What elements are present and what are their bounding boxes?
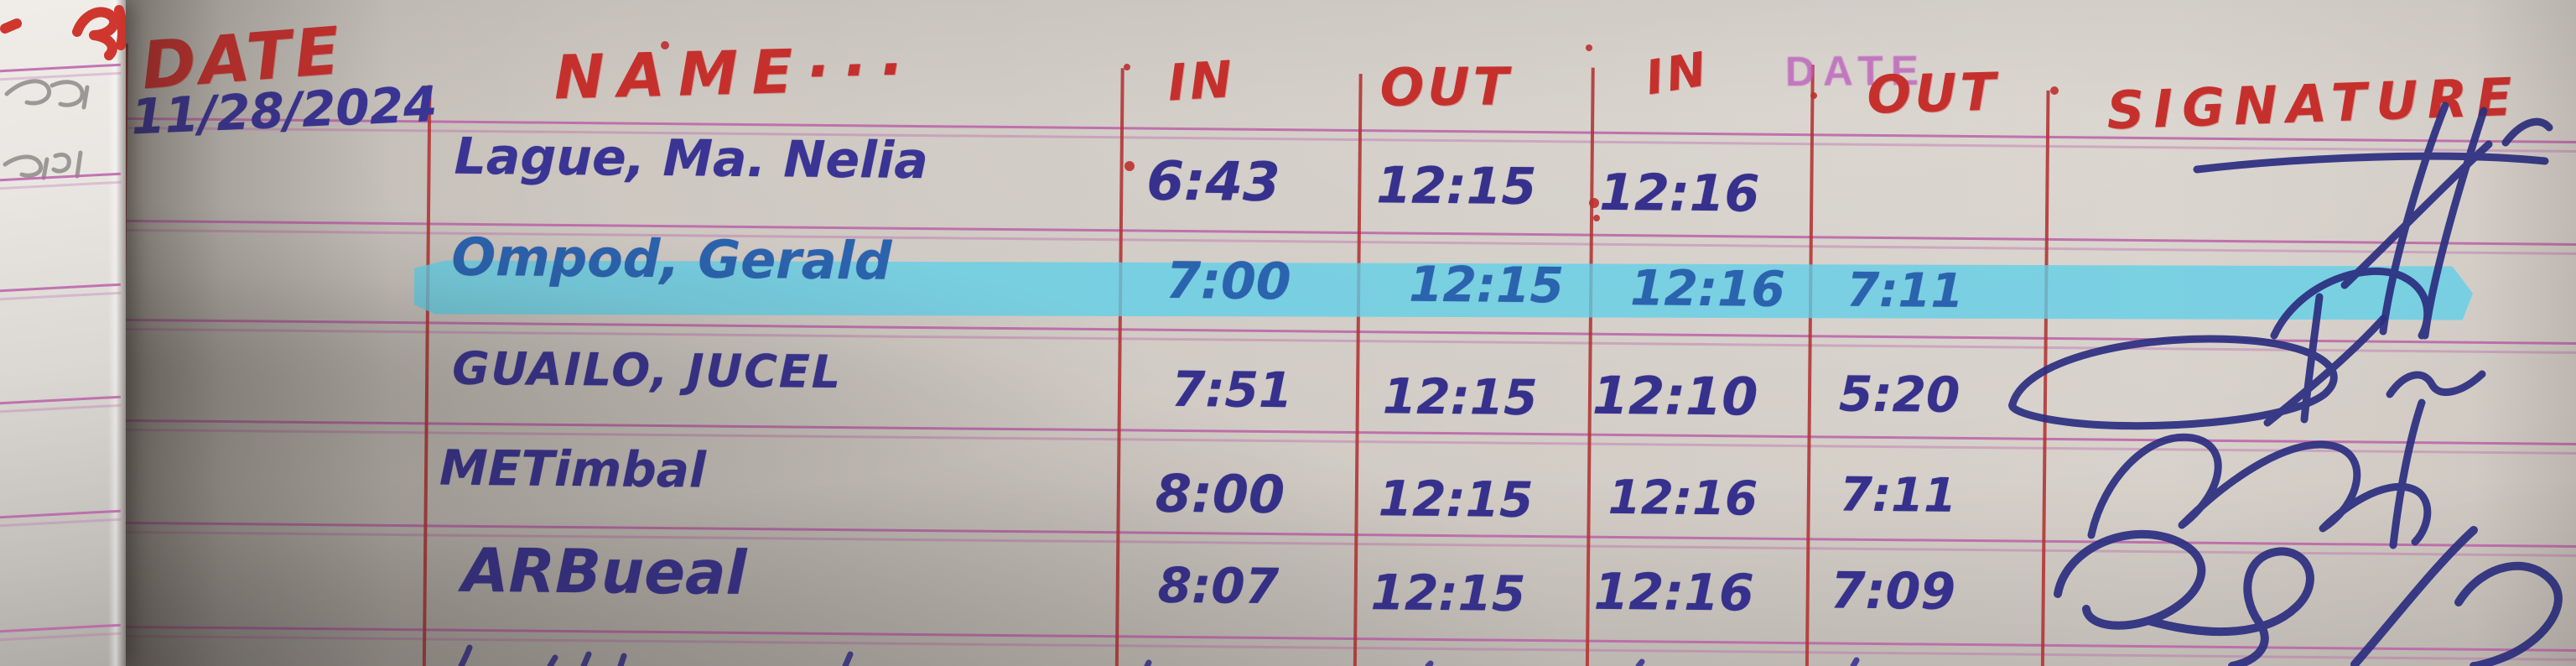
signature-scribble-row4 (2087, 398, 2432, 549)
signature-scribble-row5 (2054, 526, 2563, 666)
next-row-partial-ink (458, 644, 1860, 666)
red-ink-dots (661, 41, 2059, 221)
pencil-scribbles (3, 79, 90, 180)
signature-scribble-rows1-2 (2193, 101, 2553, 340)
signature-scribble-row3 (2008, 293, 2486, 430)
strip-marks (0, 5, 128, 180)
red-marker-scribble (0, 5, 128, 60)
prev-page-edge (0, 0, 128, 666)
